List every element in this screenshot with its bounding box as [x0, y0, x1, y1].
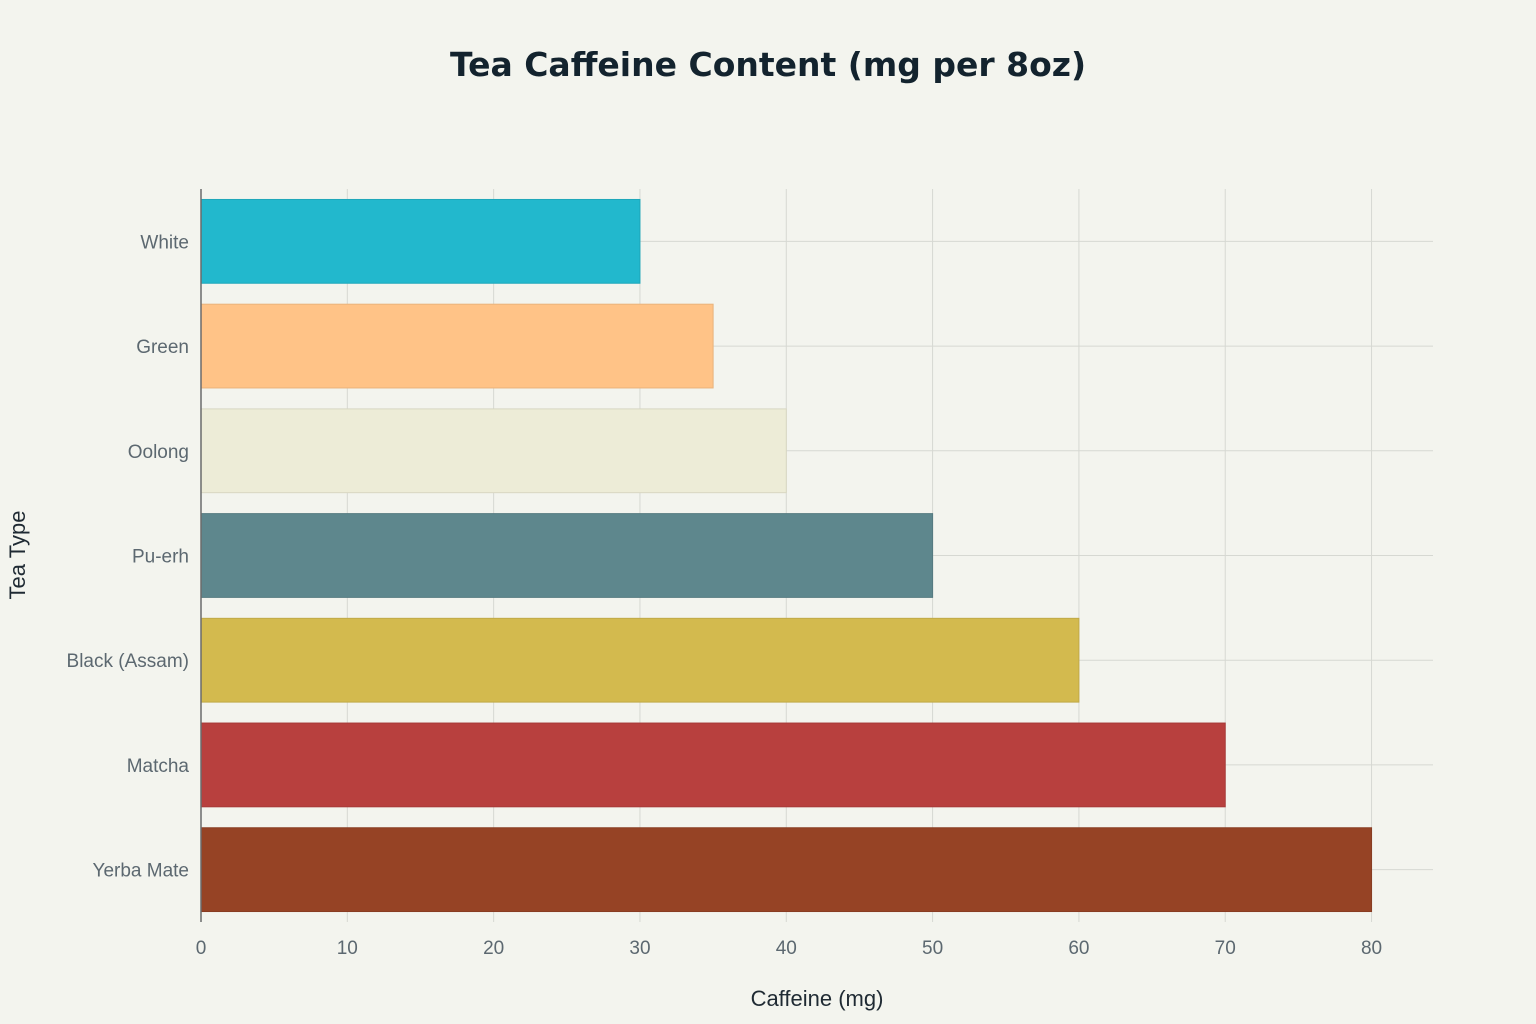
- x-tick-label: 70: [1215, 938, 1236, 959]
- bar: [200, 303, 714, 389]
- x-tick-label: 40: [776, 938, 797, 959]
- bars: [200, 198, 1373, 913]
- bar: [200, 722, 1226, 808]
- x-tick-label: 60: [1068, 938, 1089, 959]
- y-tick-label: Yerba Mate: [93, 861, 189, 882]
- bar: [200, 617, 1080, 703]
- x-tick-label: 80: [1361, 938, 1382, 959]
- bar: [200, 513, 934, 598]
- bar: [200, 827, 1373, 913]
- x-tick-label: 0: [196, 938, 207, 959]
- x-tick-label: 20: [483, 938, 504, 959]
- chart-title: Tea Caffeine Content (mg per 8oz): [450, 45, 1086, 84]
- y-tick-label: Oolong: [128, 442, 189, 463]
- y-tick-label: Green: [136, 337, 189, 358]
- y-axis-title: Tea Type: [5, 511, 30, 600]
- bar: [200, 408, 787, 494]
- y-tick-label: Pu-erh: [132, 547, 189, 568]
- y-tick-labels: White Green Oolong Pu-erh Black (Assam) Match…: [67, 232, 190, 881]
- x-tick-label: 10: [337, 938, 358, 959]
- x-tick-label: 50: [922, 938, 943, 959]
- x-tick-label: 30: [629, 938, 650, 959]
- y-tick-label: Black (Assam): [67, 651, 189, 672]
- y-tick-label: Matcha: [127, 756, 190, 777]
- x-tick-labels: 0 10 20 30 40 50 60 70 80: [196, 938, 1382, 959]
- y-tick-label: White: [140, 232, 189, 253]
- bar: [200, 198, 641, 284]
- x-axis-title: Caffeine (mg): [751, 986, 884, 1011]
